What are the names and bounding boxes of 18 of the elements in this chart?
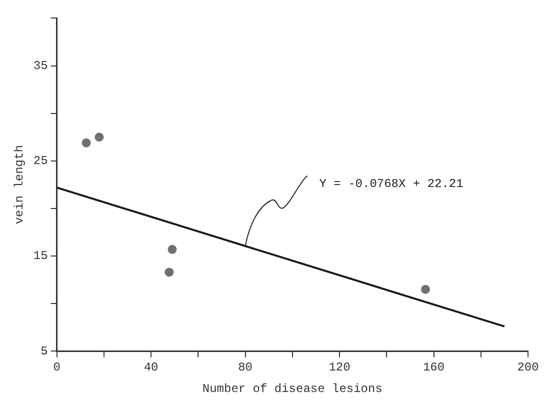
y-tick-label: 25 <box>33 154 48 168</box>
x-tick-label: 40 <box>144 360 158 375</box>
y-tick-label: 35 <box>33 58 48 73</box>
point <box>168 244 177 254</box>
x-tick-label: 120 <box>328 360 350 375</box>
y-tick-label: 15 <box>33 249 48 264</box>
point <box>94 132 104 142</box>
x-tick-label: 0 <box>53 360 60 375</box>
x-tick-label: 80 <box>238 360 252 375</box>
point <box>164 268 174 277</box>
point <box>421 284 430 294</box>
y-tick-label: 5 <box>40 344 48 358</box>
x-axis-title: Number of disease lesions <box>202 382 382 396</box>
x-tick-label: 160 <box>422 360 445 375</box>
x-tick-label: 200 <box>517 360 539 375</box>
y-axis-title: vein length <box>12 145 26 224</box>
point <box>82 138 91 148</box>
annotation: Y = -0.0768X + 22.21 <box>319 177 464 192</box>
